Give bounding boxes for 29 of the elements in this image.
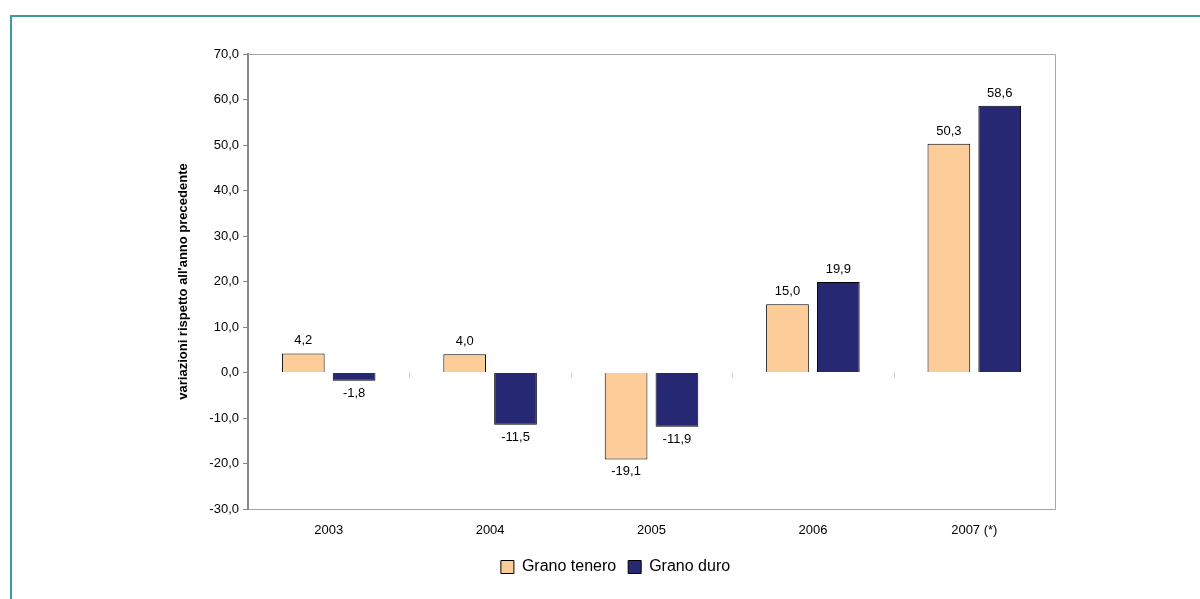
- data-label: 15,0: [774, 283, 801, 299]
- data-label: 4,0: [455, 333, 474, 349]
- y-tick-label: 70,0: [213, 45, 239, 61]
- y-tick-label: 40,0: [213, 182, 239, 198]
- data-label: -11,9: [662, 430, 692, 446]
- data-label: -1,8: [342, 384, 366, 400]
- data-label: -11,5: [501, 428, 530, 444]
- data-label: 50,3: [936, 122, 962, 138]
- y-tick-label: -30,0: [209, 500, 239, 516]
- y-tick-label: 0,0: [220, 364, 239, 380]
- y-tick-label: 10,0: [213, 318, 239, 334]
- x-tick-label: 2006: [798, 522, 828, 538]
- data-label: 58,6: [987, 84, 1013, 100]
- legend-label: Grano duro: [649, 557, 731, 575]
- y-tick-label: 20,0: [213, 273, 239, 289]
- y-tick-label: -20,0: [209, 455, 239, 471]
- x-tick-label: 2004: [475, 522, 505, 538]
- data-label: -19,1: [611, 463, 641, 479]
- x-tick-label: 2005: [637, 522, 666, 538]
- y-tick-label: 50,0: [213, 136, 239, 152]
- x-tick-label: 2007 (*): [951, 522, 998, 538]
- y-tick-label: -10,0: [209, 409, 239, 425]
- data-label: 19,9: [825, 261, 851, 277]
- y-tick-label: 60,0: [213, 91, 239, 107]
- y-tick-label: 30,0: [213, 227, 239, 243]
- legend-label: Grano tenero: [521, 557, 617, 575]
- y-axis-title: variazioni rispetto all'anno precedente: [175, 163, 191, 400]
- data-label: 4,2: [294, 332, 313, 348]
- x-tick-label: 2003: [314, 522, 344, 538]
